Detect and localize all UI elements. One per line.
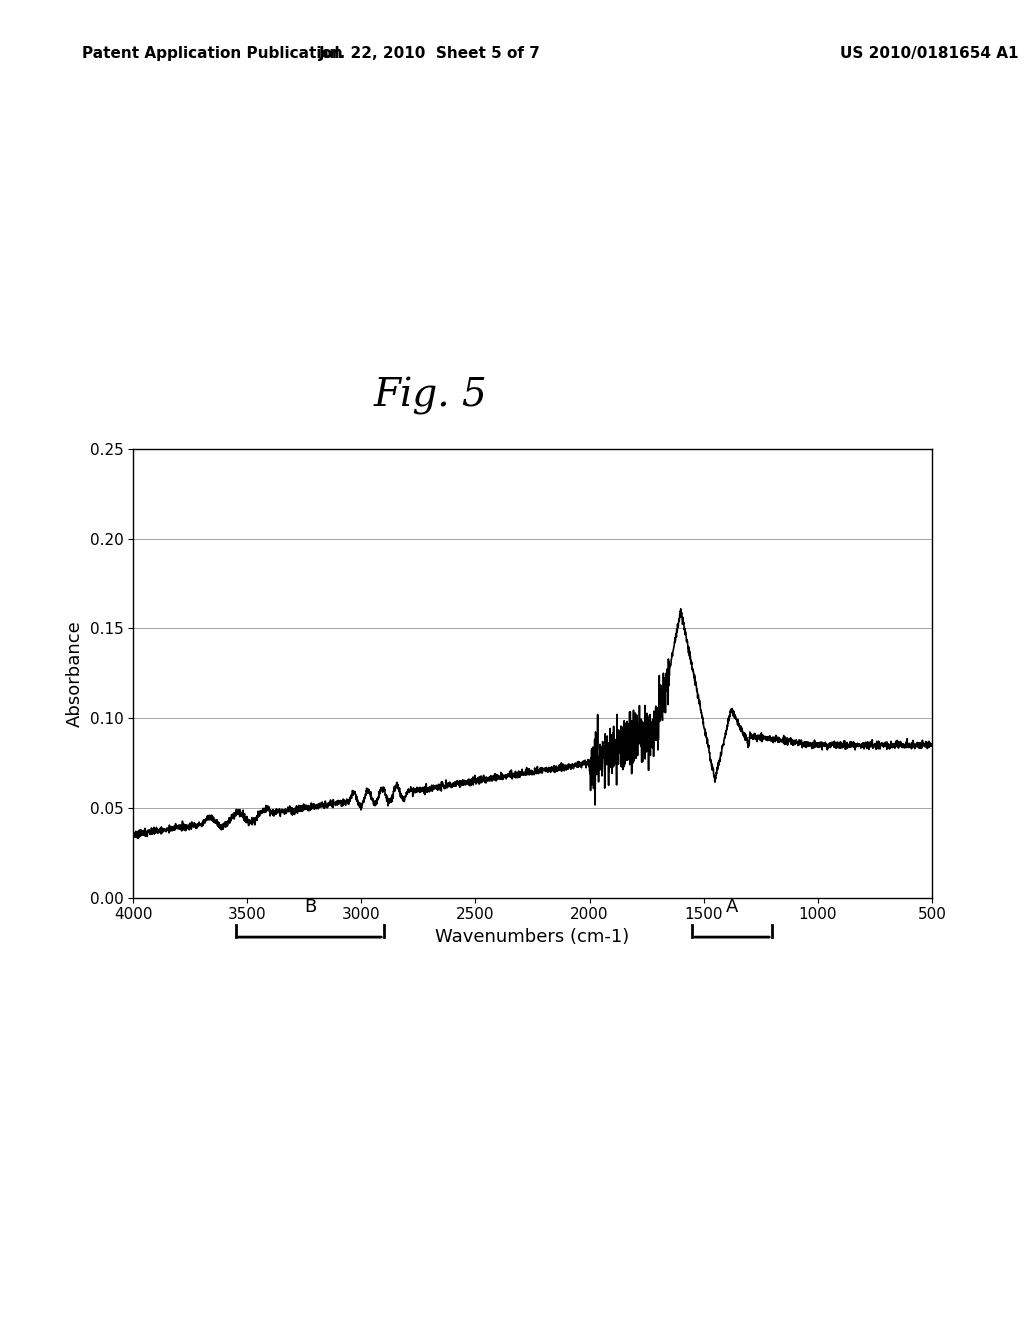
Text: Patent Application Publication: Patent Application Publication bbox=[82, 46, 343, 61]
Text: A: A bbox=[726, 898, 738, 916]
Text: Fig. 5: Fig. 5 bbox=[373, 378, 487, 414]
Y-axis label: Absorbance: Absorbance bbox=[67, 620, 84, 726]
Text: US 2010/0181654 A1: US 2010/0181654 A1 bbox=[840, 46, 1018, 61]
X-axis label: Wavenumbers (cm-1): Wavenumbers (cm-1) bbox=[435, 928, 630, 946]
Text: Jul. 22, 2010  Sheet 5 of 7: Jul. 22, 2010 Sheet 5 of 7 bbox=[319, 46, 541, 61]
Text: B: B bbox=[304, 898, 316, 916]
